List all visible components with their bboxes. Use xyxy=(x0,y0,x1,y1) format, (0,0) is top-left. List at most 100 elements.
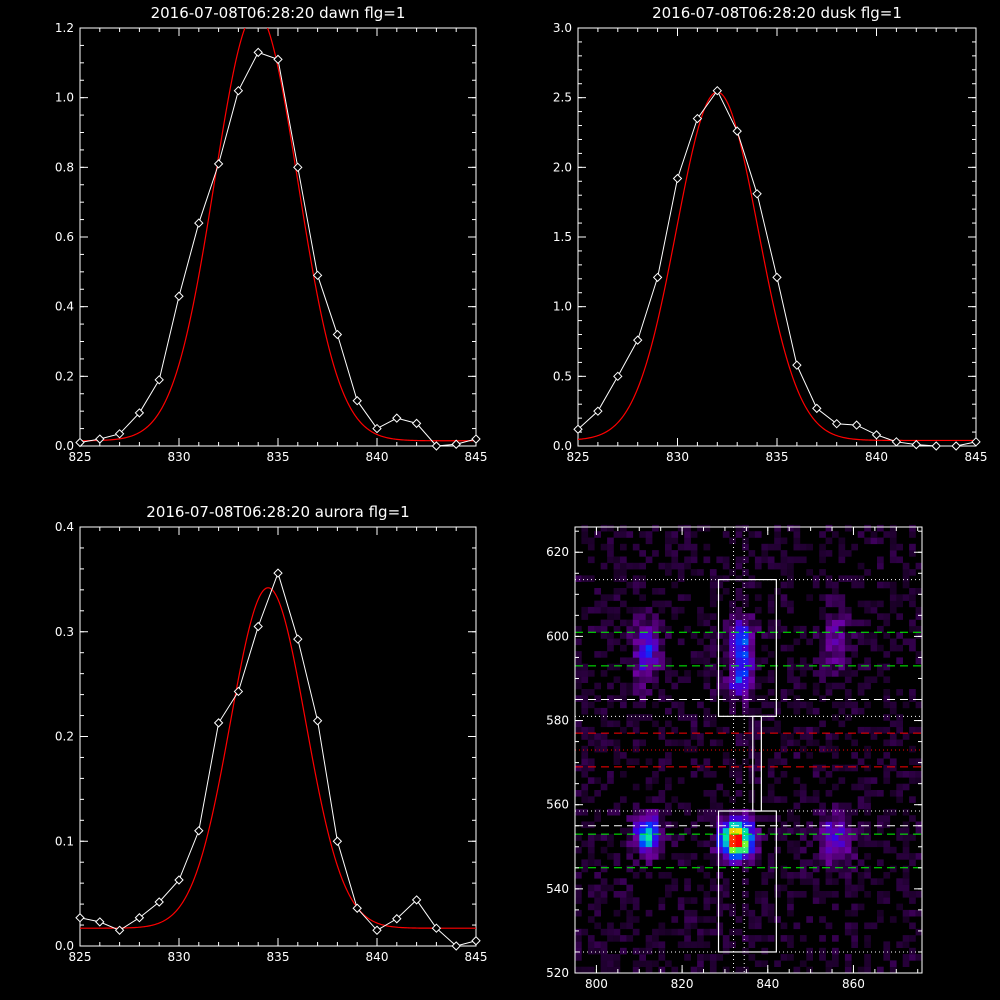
image-pixel xyxy=(716,954,724,961)
image-pixel xyxy=(639,954,646,961)
region-box xyxy=(717,578,777,717)
image-pixel xyxy=(793,802,801,810)
image-pixel xyxy=(761,960,769,967)
image-pixel xyxy=(658,966,666,974)
image-pixel xyxy=(774,891,781,898)
image-pixel xyxy=(729,827,736,835)
data-point xyxy=(273,568,283,578)
image-pixel xyxy=(864,600,871,608)
image-pixel xyxy=(652,808,659,816)
image-pixel xyxy=(883,752,891,759)
image-pixel xyxy=(645,632,653,639)
image-pixel xyxy=(787,556,794,564)
image-pixel xyxy=(864,891,871,898)
image-pixel xyxy=(748,909,756,917)
image-pixel xyxy=(709,916,717,923)
image-pixel xyxy=(909,834,916,841)
image-pixel xyxy=(703,954,711,961)
image-pixel xyxy=(658,827,666,835)
image-pixel xyxy=(857,966,865,974)
image-pixel xyxy=(754,695,762,702)
image-pixel xyxy=(787,524,794,532)
image-pixel xyxy=(767,764,775,772)
image-pixel xyxy=(645,556,653,564)
image-pixel xyxy=(742,865,749,873)
image-pixel xyxy=(825,537,833,545)
image-pixel xyxy=(632,897,640,904)
image-pixel xyxy=(729,701,736,709)
image-pixel xyxy=(767,827,775,835)
image-pixel xyxy=(889,594,897,601)
image-pixel xyxy=(613,928,621,936)
image-pixel xyxy=(665,960,672,967)
image-pixel xyxy=(909,726,916,734)
image-pixel xyxy=(581,966,589,974)
data-point xyxy=(471,936,481,946)
image-pixel xyxy=(709,884,717,892)
image-pixel xyxy=(780,733,788,740)
image-pixel xyxy=(754,556,762,564)
image-pixel xyxy=(690,720,698,728)
image-pixel xyxy=(864,783,871,791)
image-pixel xyxy=(915,632,923,639)
image-pixel xyxy=(620,689,627,696)
image-pixel xyxy=(658,600,666,608)
image-pixel xyxy=(709,581,717,589)
image-pixel xyxy=(819,954,826,961)
image-pixel xyxy=(722,657,730,664)
image-pixel xyxy=(581,733,589,740)
image-pixel xyxy=(613,878,621,885)
image-pixel xyxy=(864,827,871,835)
image-pixel xyxy=(825,891,833,898)
y-tick-label: 1.2 xyxy=(55,21,74,35)
image-pixel xyxy=(709,739,717,747)
data-point xyxy=(352,396,362,406)
image-pixel xyxy=(677,701,685,709)
image-pixel xyxy=(632,859,640,866)
image-pixel xyxy=(761,550,769,557)
image-pixel xyxy=(819,556,826,564)
image-pixel xyxy=(665,777,672,784)
image-pixel xyxy=(684,745,691,753)
data-point xyxy=(134,913,145,923)
image-pixel xyxy=(709,670,717,677)
image-pixel xyxy=(716,853,724,860)
image-pixel xyxy=(722,935,730,942)
image-pixel xyxy=(639,651,646,658)
image-pixel xyxy=(581,707,589,715)
image-pixel xyxy=(587,606,595,614)
image-pixel xyxy=(761,834,769,841)
image-pixel xyxy=(716,897,724,904)
image-pixel xyxy=(819,935,826,942)
image-pixel xyxy=(883,815,891,822)
image-pixel xyxy=(767,689,775,696)
image-pixel xyxy=(729,663,736,671)
image-pixel xyxy=(825,594,833,601)
image-pixel xyxy=(652,651,659,658)
image-pixel xyxy=(729,695,736,702)
image-pixel xyxy=(832,808,839,816)
data-point xyxy=(213,718,224,728)
image-pixel xyxy=(742,827,749,835)
image-pixel xyxy=(613,752,621,759)
image-pixel xyxy=(575,676,582,683)
image-pixel xyxy=(600,928,608,936)
image-pixel xyxy=(793,966,801,974)
image-pixel xyxy=(632,720,640,728)
image-pixel xyxy=(896,783,903,791)
image-pixel xyxy=(684,859,691,866)
image-pixel xyxy=(613,638,621,646)
image-pixel xyxy=(729,821,736,829)
image-pixel xyxy=(844,954,852,961)
image-pixel xyxy=(729,657,736,664)
image-pixel xyxy=(620,947,627,955)
image-pixel xyxy=(767,556,775,564)
image-pixel xyxy=(748,859,756,866)
image-pixel xyxy=(799,733,807,740)
image-pixel xyxy=(806,726,813,734)
image-pixel xyxy=(844,764,852,772)
image-pixel xyxy=(909,625,916,633)
image-pixel xyxy=(632,840,640,848)
image-pixel xyxy=(767,853,775,860)
image-pixel xyxy=(729,638,736,646)
